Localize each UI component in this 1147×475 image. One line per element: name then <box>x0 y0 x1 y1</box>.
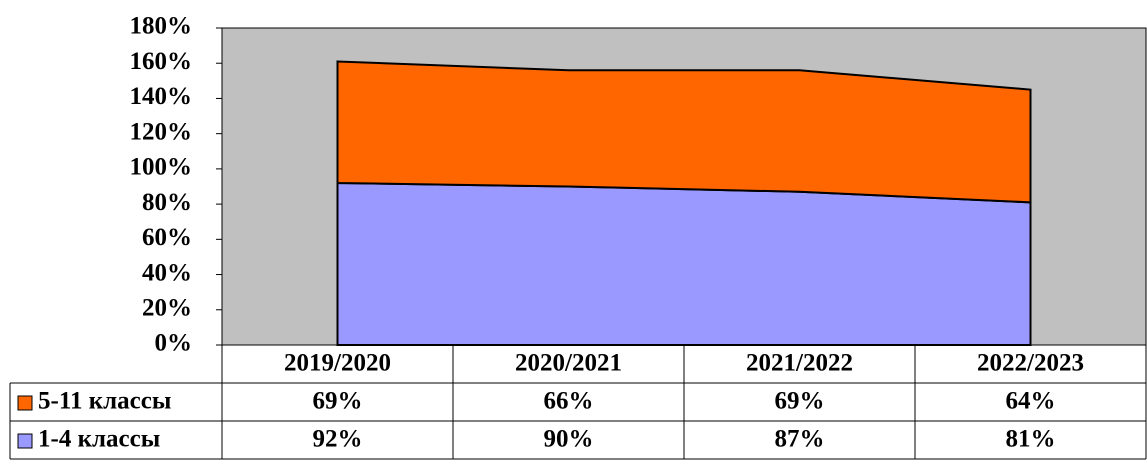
x-tick-label: 2021/2022 <box>746 350 853 377</box>
x-tick-label: 2020/2021 <box>515 350 622 377</box>
y-tick-label: 160% <box>130 48 193 75</box>
y-tick-label: 0% <box>155 330 193 357</box>
legend-label: 5-11 классы <box>38 388 171 415</box>
data-label: 87% <box>775 426 825 453</box>
area <box>336 60 1032 204</box>
y-tick-label: 40% <box>142 259 192 286</box>
y-tick-label: 20% <box>142 295 192 322</box>
data-label: 90% <box>544 426 594 453</box>
y-tick-label: 60% <box>142 224 192 251</box>
y-tick-label: 120% <box>130 118 193 145</box>
y-tick-label: 140% <box>130 83 193 110</box>
data-label: 66% <box>544 388 594 415</box>
x-tick-label: 2019/2020 <box>284 350 391 377</box>
x-tick-label: 2022/2023 <box>977 350 1084 377</box>
data-label: 69% <box>313 388 363 415</box>
area <box>336 181 1032 346</box>
data-label: 92% <box>313 426 363 453</box>
data-label: 81% <box>1006 426 1056 453</box>
data-label: 64% <box>1006 388 1056 415</box>
y-tick-label: 80% <box>142 189 192 216</box>
y-tick-label: 100% <box>130 154 193 181</box>
legend-key <box>17 433 33 449</box>
y-tick-label: 180% <box>130 13 193 40</box>
legend-label: 1-4 классы <box>38 426 160 453</box>
data-label: 69% <box>775 388 825 415</box>
legend-key <box>17 395 33 411</box>
